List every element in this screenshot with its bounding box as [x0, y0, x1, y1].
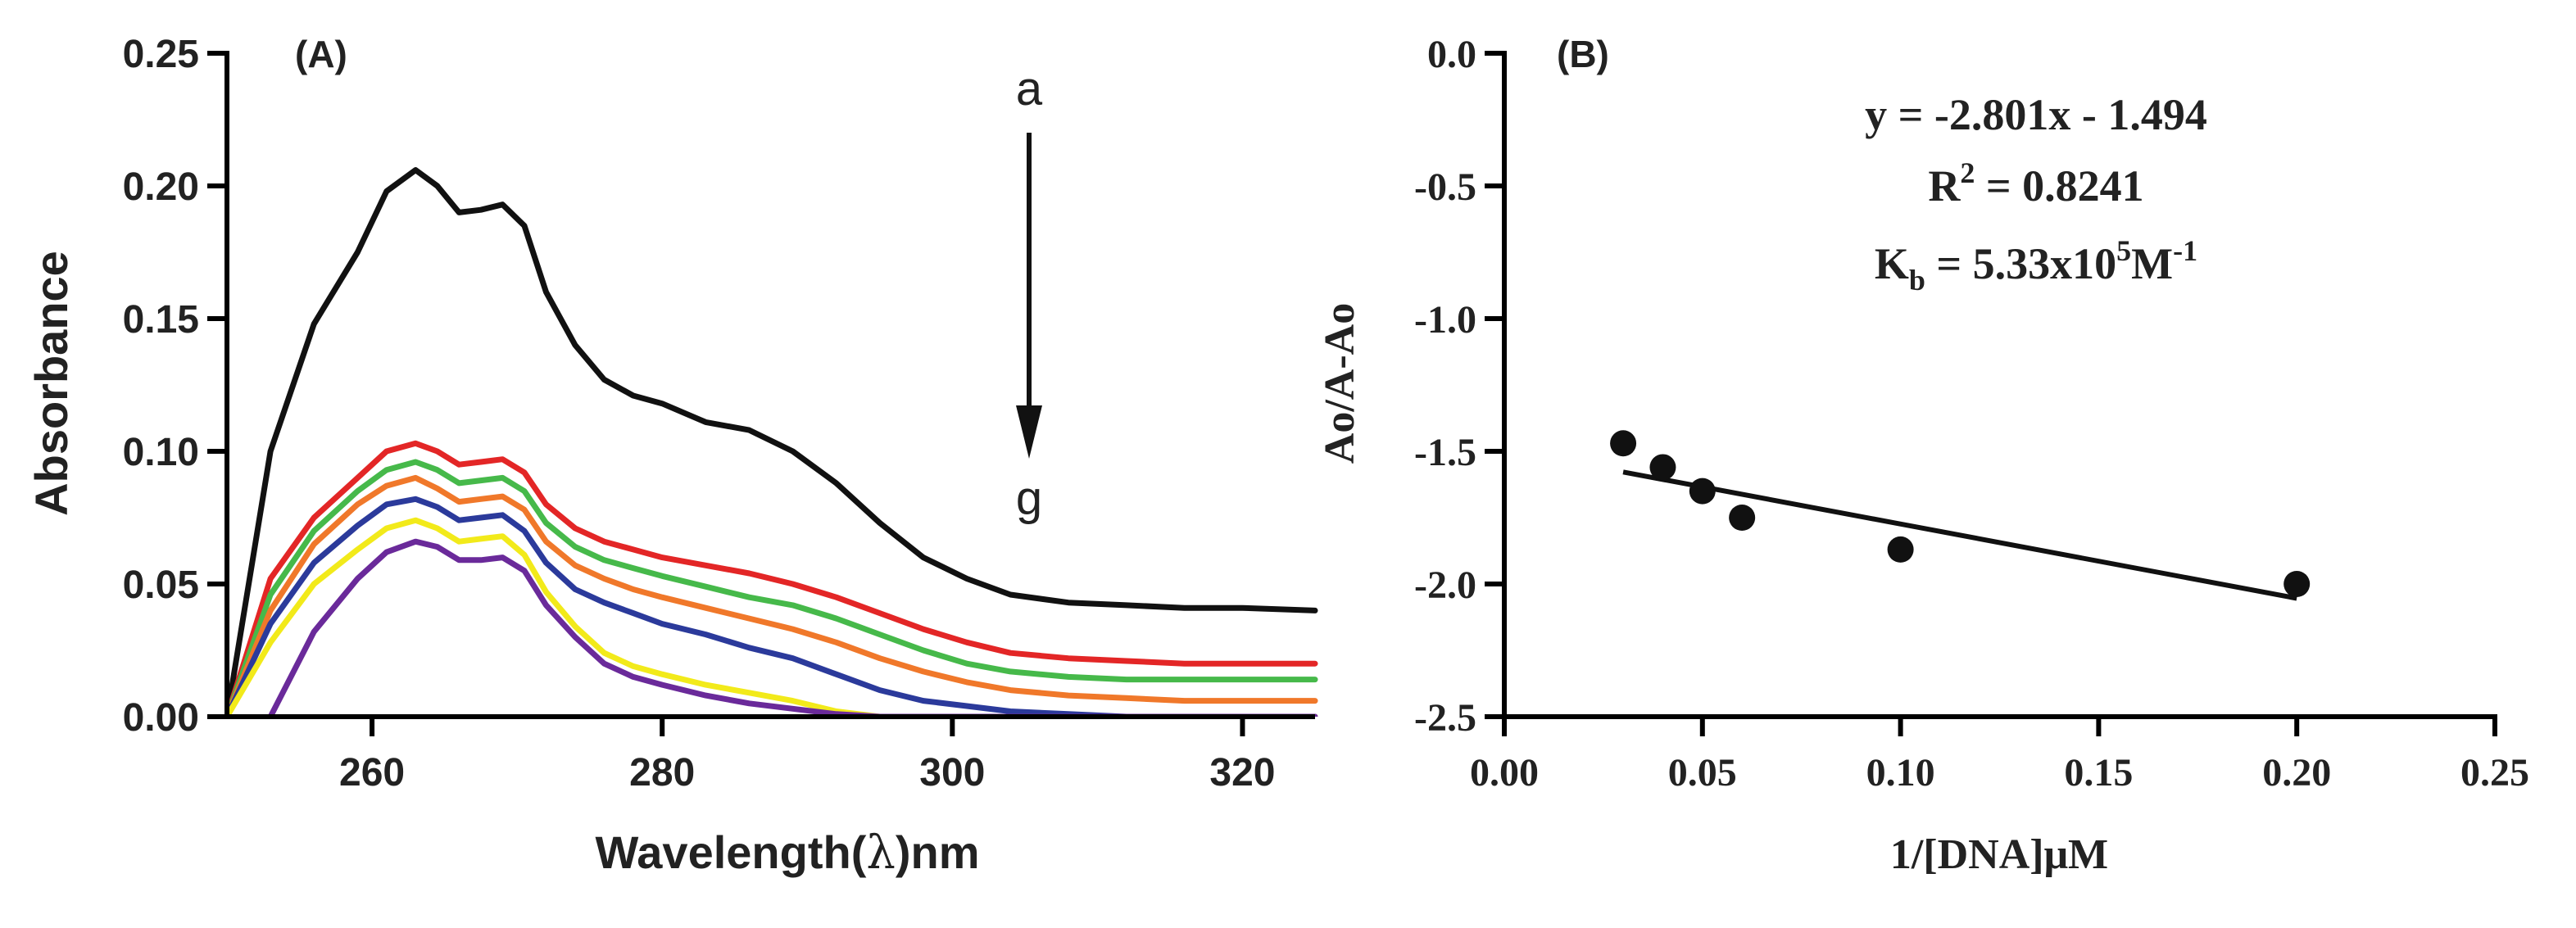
- y-tick-label: 0.05: [123, 564, 199, 607]
- x-tick-label: 0.25: [2460, 751, 2529, 794]
- data-point: [1610, 430, 1637, 457]
- x-label-paren-close: ): [896, 826, 911, 878]
- kb-unit: M: [2131, 239, 2173, 288]
- y-tick-label: 0.25: [123, 33, 199, 76]
- x-label-suffix: nm: [911, 826, 980, 878]
- spectrum-e: [227, 496, 1318, 717]
- kb-exponent: 5: [2116, 234, 2131, 267]
- x-tick-label: 320: [1209, 751, 1275, 794]
- panel-b-x-label: 1/[DNA]μM: [1890, 831, 2108, 878]
- panel-a: (A) 0.00 0.05 0.10 0.15 0.20 0.25 260 280 300 32…: [25, 33, 1318, 880]
- spectrum-c: [227, 459, 1318, 717]
- kb-unit-exponent: -1: [2173, 234, 2197, 267]
- panel-a-x-label: Wavelength(λ)nm: [596, 826, 980, 880]
- x-label-lambda: λ: [866, 826, 896, 880]
- y-tick-label: -2.0: [1414, 564, 1476, 607]
- binding-constant: Kb = 5.33x105M-1: [1875, 234, 2197, 297]
- annotation-g: g: [1016, 472, 1042, 525]
- data-point: [1887, 536, 1914, 563]
- kb-value: = 5.33x10: [1925, 239, 2116, 288]
- r2-prefix: R: [1928, 161, 1961, 210]
- x-label-prefix: Wavelength: [596, 826, 851, 878]
- spectrum-g: [266, 538, 1318, 717]
- x-tick-label: 0.20: [2262, 751, 2331, 794]
- y-tick-label: -1.5: [1414, 431, 1476, 474]
- panel-b-y-ticks: 0.0 -0.5 -1.0 -1.5 -2.0 -2.5: [1414, 33, 1504, 740]
- fit-equation: y = -2.801x - 1.494: [1865, 90, 2207, 139]
- data-point: [2283, 571, 2311, 597]
- panel-b-x-ticks: 0.00 0.05 0.10 0.15 0.20 0.25: [1470, 717, 2529, 794]
- spectrum-b: [227, 440, 1318, 717]
- panel-b: (B) 0.0 -0.5 -1.0 -1.5 -2.0 -2.5 0.00 0.05 0.10…: [1317, 33, 2529, 878]
- y-tick-label: -0.5: [1414, 165, 1476, 209]
- annotation-a: a: [1016, 62, 1043, 115]
- panel-b-y-label: Ao/A-Ao: [1317, 303, 1363, 464]
- r2-exponent: 2: [1960, 156, 1975, 189]
- y-tick-label: -1.0: [1414, 298, 1476, 342]
- y-tick-label: 0.20: [123, 165, 199, 209]
- spectrum-a: [227, 167, 1318, 717]
- y-tick-label: 0.15: [123, 298, 199, 342]
- spectrum-d: [227, 474, 1318, 717]
- panel-b-label: (B): [1557, 33, 1609, 75]
- data-point: [1729, 505, 1756, 531]
- y-tick-label: 0.00: [123, 696, 199, 740]
- x-tick-label: 300: [919, 751, 985, 794]
- spectrum-f: [227, 517, 1318, 717]
- x-tick-label: 280: [629, 751, 695, 794]
- y-tick-label: 0.10: [123, 431, 199, 474]
- panel-a-y-ticks: 0.00 0.05 0.10 0.15 0.20 0.25: [123, 33, 227, 740]
- x-tick-label: 260: [339, 751, 405, 794]
- panel-a-x-ticks: 260 280 300 320: [339, 717, 1276, 794]
- x-tick-label: 0.00: [1470, 751, 1539, 794]
- panel-a-spectra: [227, 167, 1318, 717]
- x-tick-label: 0.10: [1866, 751, 1935, 794]
- data-point: [1649, 454, 1676, 481]
- panel-b-fit: [1622, 469, 2297, 601]
- data-point: [1689, 478, 1716, 505]
- decrease-arrow-head: [1016, 405, 1042, 459]
- panel-a-label: (A): [295, 33, 347, 75]
- r2-value: = 0.8241: [1975, 161, 2143, 210]
- panel-b-points: [1610, 430, 2311, 597]
- x-tick-label: 0.15: [2064, 751, 2133, 794]
- x-label-paren-open: (: [851, 826, 867, 878]
- x-tick-label: 0.05: [1668, 751, 1737, 794]
- regression-line: [1622, 469, 2297, 601]
- kb-subscript: b: [1909, 264, 1925, 297]
- kb-prefix: K: [1875, 239, 1909, 288]
- panel-a-y-label: Absorbance: [25, 251, 77, 516]
- fit-r-squared: R2 = 0.8241: [1928, 156, 2143, 210]
- y-tick-label: 0.0: [1427, 33, 1476, 76]
- y-tick-label: -2.5: [1414, 696, 1476, 740]
